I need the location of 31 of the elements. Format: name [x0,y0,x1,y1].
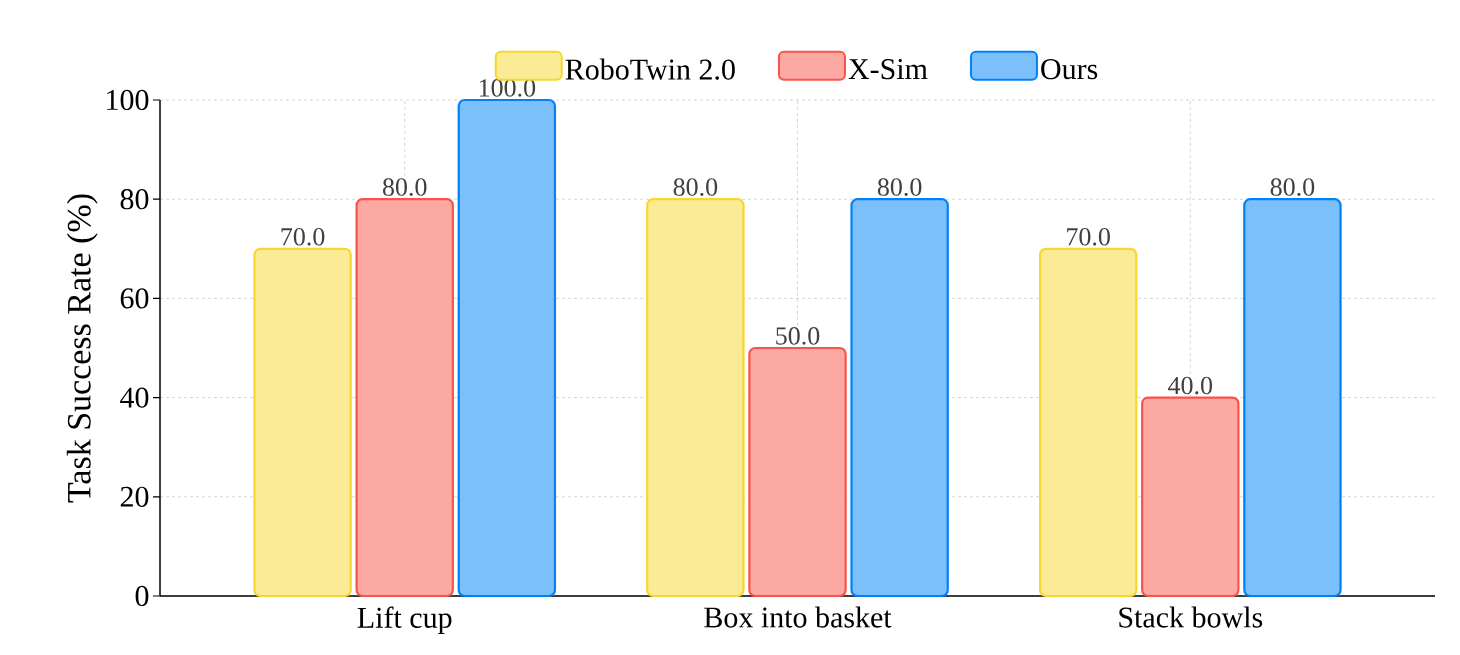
bar [457,98,557,598]
legend-label: Ours [1041,59,1098,80]
y-tick-label: 0 [135,585,149,607]
x-tick-label: Stack bowls [1119,606,1263,628]
bar [355,198,454,598]
y-tick-label: 40 [120,387,149,408]
data-label: 80.0 [1270,178,1315,196]
y-tick-label: 60 [120,288,149,309]
data-label: 50.0 [776,327,820,345]
x-tick-label: Box into basket [704,606,892,628]
data-label: 100.0 [479,79,536,97]
data-label: 80.0 [673,178,718,196]
bar [1243,198,1342,598]
data-label: 70.0 [1067,227,1110,246]
y-tick-label: 80 [120,189,149,210]
bar [1141,396,1240,598]
data-label: 70.0 [281,227,325,246]
data-label: 80.0 [877,178,922,196]
bar [253,247,352,598]
legend-label: RoboTwin 2.0 [565,58,735,80]
bar [748,346,847,598]
bar [1038,247,1138,598]
y-tick-label: 100 [107,89,149,111]
y-tick-label: 20 [120,486,149,507]
x-tick-label: Lift cup [357,606,452,635]
data-label: 80.0 [382,178,427,196]
bar [646,198,745,598]
bar [850,198,949,598]
y-axis-title: Task Success Rate (%) [66,194,98,503]
data-label: 40.0 [1168,376,1213,395]
legend-label: X-Sim [848,59,928,80]
